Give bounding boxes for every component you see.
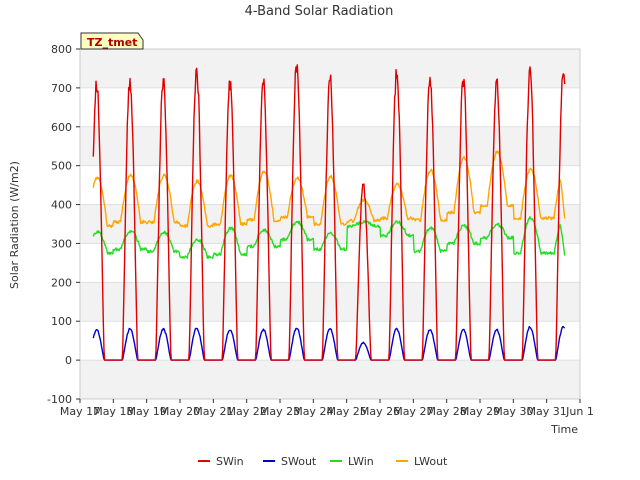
x-tick-label: May 23 bbox=[260, 405, 300, 418]
grid-band bbox=[80, 87, 580, 127]
y-axis-label: Solar Radiation (W/m2) bbox=[8, 161, 21, 289]
grid-band bbox=[80, 49, 580, 88]
legend-label: SWin bbox=[216, 455, 244, 468]
grid-band bbox=[80, 165, 580, 205]
legend-item-lwout: LWout bbox=[396, 455, 448, 468]
grid-band bbox=[80, 243, 580, 283]
series-line-lwout bbox=[92, 150, 566, 229]
x-tick-label: May 30 bbox=[493, 405, 533, 418]
y-axis-ticks: -100 0 100 200 300 400 500 600 700 800 bbox=[47, 43, 80, 406]
x-tick-label: May 31 bbox=[527, 405, 567, 418]
legend-label: LWin bbox=[348, 455, 374, 468]
y-tick-label: 300 bbox=[51, 237, 72, 250]
grid-band bbox=[80, 126, 580, 166]
series-line-swin bbox=[92, 64, 566, 361]
x-tick-label: May 18 bbox=[93, 405, 133, 418]
series-layer bbox=[92, 64, 566, 361]
y-tick-label: 100 bbox=[51, 315, 72, 328]
grid-band bbox=[80, 321, 580, 361]
legend: SWin SWout LWin LWout bbox=[198, 455, 448, 468]
x-axis-label: Time bbox=[550, 423, 578, 436]
x-tick-label: May 20 bbox=[160, 405, 200, 418]
legend-item-lwin: LWin bbox=[330, 455, 374, 468]
x-tick-label: May 28 bbox=[427, 405, 467, 418]
x-tick-label: May 17 bbox=[60, 405, 100, 418]
y-tick-label: 400 bbox=[51, 199, 72, 212]
x-tick-label: Jun 1 bbox=[565, 405, 594, 418]
legend-label: SWout bbox=[281, 455, 317, 468]
y-tick-label: -100 bbox=[47, 393, 72, 406]
grid-band bbox=[80, 360, 580, 399]
y-tick-label: 500 bbox=[51, 160, 72, 173]
y-tick-label: 700 bbox=[51, 82, 72, 95]
x-tick-label: May 24 bbox=[293, 405, 333, 418]
legend-label: LWout bbox=[414, 455, 448, 468]
y-tick-label: 0 bbox=[65, 354, 72, 367]
x-tick-label: May 27 bbox=[393, 405, 433, 418]
x-tick-label: May 21 bbox=[193, 405, 233, 418]
x-tick-label: May 25 bbox=[327, 405, 367, 418]
legend-item-swout: SWout bbox=[263, 455, 317, 468]
y-tick-label: 600 bbox=[51, 121, 72, 134]
station-badge-label: TZ_tmet bbox=[87, 36, 137, 49]
legend-item-swin: SWin bbox=[198, 455, 244, 468]
series-line-lwin bbox=[92, 216, 566, 259]
chart-title: 4-Band Solar Radiation bbox=[245, 4, 394, 19]
plot-frame bbox=[79, 48, 581, 400]
x-tick-label: May 19 bbox=[127, 405, 167, 418]
x-tick-label: May 29 bbox=[460, 405, 500, 418]
y-tick-label: 200 bbox=[51, 276, 72, 289]
y-tick-label: 800 bbox=[51, 43, 72, 56]
station-badge: TZ_tmet bbox=[80, 32, 144, 50]
plot-background-bands bbox=[80, 49, 580, 399]
x-tick-label: May 26 bbox=[360, 405, 400, 418]
x-tick-label: May 22 bbox=[227, 405, 267, 418]
grid-band bbox=[80, 282, 580, 322]
